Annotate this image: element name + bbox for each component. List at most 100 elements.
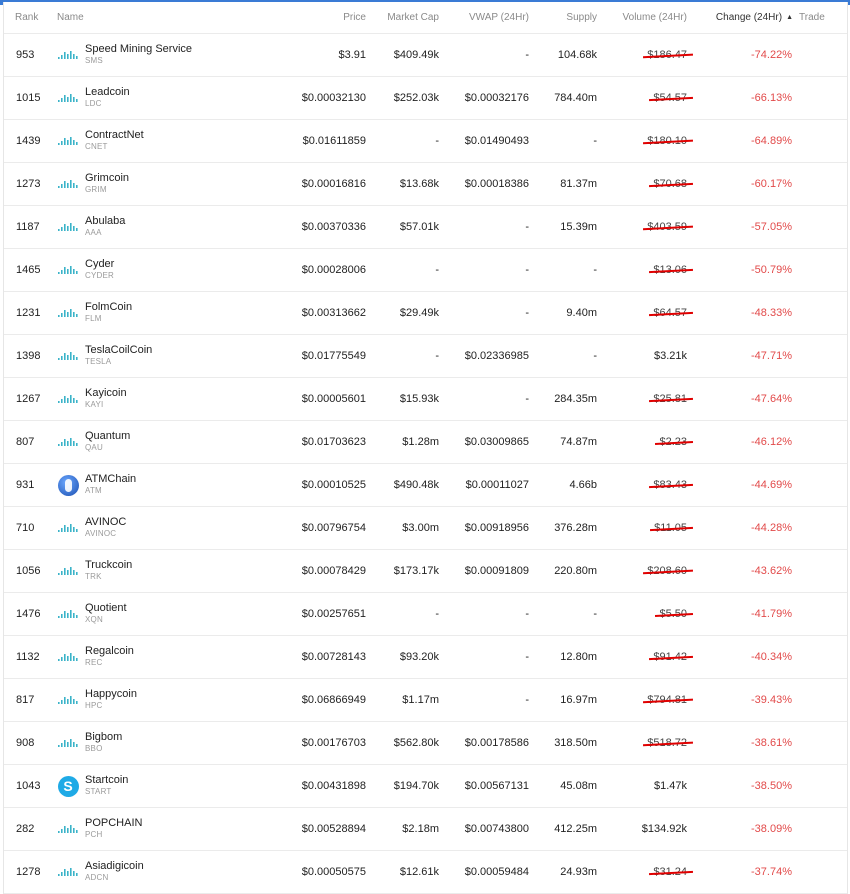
name-cell[interactable]: TeslaCoilCoin TESLA	[57, 335, 277, 377]
trade-cell[interactable]	[799, 335, 839, 377]
trade-cell[interactable]	[799, 636, 839, 678]
header-name[interactable]: Name	[57, 12, 84, 23]
name-cell[interactable]: Leadcoin LDC	[57, 77, 277, 119]
table-row[interactable]: 1476 Quotient XQN $0.00257651 - - - $5.5…	[4, 593, 847, 636]
table-row[interactable]: 282 POPCHAIN PCH $0.00528894 $2.18m $0.0…	[4, 808, 847, 851]
coin-name[interactable]: ATMChain	[85, 473, 137, 485]
market-cap-value: -	[435, 135, 439, 147]
table-row[interactable]: 817 Happycoin HPC $0.06866949 $1.17m - 1…	[4, 679, 847, 722]
volume-cell: $64.57	[597, 292, 687, 334]
coin-name[interactable]: POPCHAIN	[85, 817, 143, 829]
coin-name[interactable]: Abulaba	[85, 215, 126, 227]
table-row[interactable]: 1132 Regalcoin REC $0.00728143 $93.20k -…	[4, 636, 847, 679]
table-row[interactable]: 931 ATMChain ATM $0.00010525 $490.48k $0…	[4, 464, 847, 507]
coin-name[interactable]: Bigbom	[85, 731, 123, 743]
name-cell[interactable]: S Startcoin START	[57, 765, 277, 807]
name-cell[interactable]: Bigbom BBO	[57, 722, 277, 764]
header-volume[interactable]: Volume (24Hr)	[622, 12, 687, 23]
vwap-cell: $0.00011027	[439, 464, 529, 506]
header-rank[interactable]: Rank	[15, 12, 39, 23]
coin-name[interactable]: Truckcoin	[85, 559, 133, 571]
table-row[interactable]: 1439 ContractNet CNET $0.01611859 - $0.0…	[4, 120, 847, 163]
coin-name[interactable]: AVINOC	[85, 516, 127, 528]
name-cell[interactable]: Cyder CYDER	[57, 249, 277, 291]
name-cell[interactable]: ATMChain ATM	[57, 464, 277, 506]
name-cell[interactable]: Grimcoin GRIM	[57, 163, 277, 205]
name-cell[interactable]: Regalcoin REC	[57, 636, 277, 678]
change-cell: -50.79%	[687, 249, 792, 291]
trade-cell[interactable]	[799, 378, 839, 420]
header-vwap[interactable]: VWAP (24Hr)	[468, 12, 529, 23]
name-cell[interactable]: Quantum QAU	[57, 421, 277, 463]
coin-name[interactable]: Asiadigicoin	[85, 860, 144, 872]
name-cell[interactable]: AVINOC AVINOC	[57, 507, 277, 549]
price-cell: $0.06866949	[254, 679, 366, 721]
rank-value: 1398	[16, 350, 41, 362]
name-cell[interactable]: Kayicoin KAYI	[57, 378, 277, 420]
table-row[interactable]: 1267 Kayicoin KAYI $0.00005601 $15.93k -…	[4, 378, 847, 421]
table-row[interactable]: 908 Bigbom BBO $0.00176703 $562.80k $0.0…	[4, 722, 847, 765]
coin-name[interactable]: TeslaCoilCoin	[85, 344, 153, 356]
vwap-cell: $0.02336985	[439, 335, 529, 377]
coin-name[interactable]: Happycoin	[85, 688, 137, 700]
name-cell[interactable]: Abulaba AAA	[57, 206, 277, 248]
table-row[interactable]: 807 Quantum QAU $0.01703623 $1.28m $0.03…	[4, 421, 847, 464]
coin-name[interactable]: FolmCoin	[85, 301, 133, 313]
coin-name[interactable]: ContractNet	[85, 129, 144, 141]
coin-name[interactable]: Regalcoin	[85, 645, 134, 657]
price-cell: $0.00313662	[254, 292, 366, 334]
name-cell[interactable]: Happycoin HPC	[57, 679, 277, 721]
trade-cell[interactable]	[799, 593, 839, 635]
trade-cell[interactable]	[799, 507, 839, 549]
header-price[interactable]: Price	[343, 12, 366, 23]
coin-name[interactable]: Grimcoin	[85, 172, 130, 184]
trade-cell[interactable]	[799, 163, 839, 205]
trade-cell[interactable]	[799, 34, 839, 76]
name-cell[interactable]: POPCHAIN PCH	[57, 808, 277, 850]
header-supply[interactable]: Supply	[566, 12, 597, 23]
table-row[interactable]: 953 Speed Mining Service SMS $3.91 $409.…	[4, 34, 847, 77]
trade-cell[interactable]	[799, 249, 839, 291]
coin-name[interactable]: Kayicoin	[85, 387, 127, 399]
table-row[interactable]: 1278 Asiadigicoin ADCN $0.00050575 $12.6…	[4, 851, 847, 894]
coin-name[interactable]: Speed Mining Service	[85, 43, 193, 55]
table-row[interactable]: 1043 S Startcoin START $0.00431898 $194.…	[4, 765, 847, 808]
trade-cell[interactable]	[799, 77, 839, 119]
name-cell[interactable]: Truckcoin TRK	[57, 550, 277, 592]
name-cell[interactable]: ContractNet CNET	[57, 120, 277, 162]
trade-cell[interactable]	[799, 421, 839, 463]
trade-cell[interactable]	[799, 464, 839, 506]
coin-name[interactable]: Leadcoin	[85, 86, 130, 98]
coin-name[interactable]: Startcoin	[85, 774, 129, 786]
trade-cell[interactable]	[799, 120, 839, 162]
coin-symbol: FLM	[85, 314, 102, 323]
table-row[interactable]: 1231 FolmCoin FLM $0.00313662 $29.49k - …	[4, 292, 847, 335]
trade-cell[interactable]	[799, 851, 839, 893]
header-trade[interactable]: Trade	[799, 12, 825, 23]
coin-name[interactable]: Quotient	[85, 602, 127, 614]
name-cell[interactable]: Asiadigicoin ADCN	[57, 851, 277, 893]
trade-cell[interactable]	[799, 808, 839, 850]
trade-cell[interactable]	[799, 550, 839, 592]
supply-value: 9.40m	[566, 307, 597, 319]
table-row[interactable]: 710 AVINOC AVINOC $0.00796754 $3.00m $0.…	[4, 507, 847, 550]
table-row[interactable]: 1056 Truckcoin TRK $0.00078429 $173.17k …	[4, 550, 847, 593]
table-row[interactable]: 1015 Leadcoin LDC $0.00032130 $252.03k $…	[4, 77, 847, 120]
table-row[interactable]: 1398 TeslaCoilCoin TESLA $0.01775549 - $…	[4, 335, 847, 378]
trade-cell[interactable]	[799, 722, 839, 764]
name-cell[interactable]: Speed Mining Service SMS	[57, 34, 277, 76]
header-market-cap[interactable]: Market Cap	[387, 12, 439, 23]
change-value: -44.28%	[751, 522, 792, 534]
table-row[interactable]: 1465 Cyder CYDER $0.00028006 - - - $13.0…	[4, 249, 847, 292]
table-row[interactable]: 1187 Abulaba AAA $0.00370336 $57.01k - 1…	[4, 206, 847, 249]
trade-cell[interactable]	[799, 292, 839, 334]
name-cell[interactable]: Quotient XQN	[57, 593, 277, 635]
name-cell[interactable]: FolmCoin FLM	[57, 292, 277, 334]
coin-name[interactable]: Quantum	[85, 430, 131, 442]
trade-cell[interactable]	[799, 679, 839, 721]
header-change[interactable]: Change (24Hr) ▲	[687, 2, 793, 33]
table-row[interactable]: 1273 Grimcoin GRIM $0.00016816 $13.68k $…	[4, 163, 847, 206]
trade-cell[interactable]	[799, 765, 839, 807]
trade-cell[interactable]	[799, 206, 839, 248]
coin-name[interactable]: Cyder	[85, 258, 115, 270]
